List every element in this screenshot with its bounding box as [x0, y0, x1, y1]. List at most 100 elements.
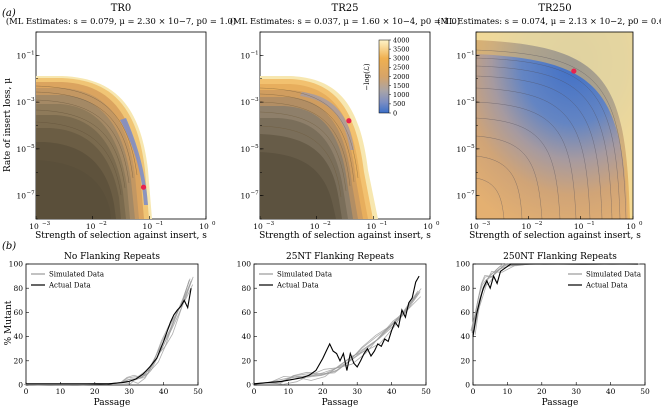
heatmap-ylabel: Rate of insert loss, μ: [3, 78, 13, 172]
y-tick-exponent: −5: [27, 144, 36, 150]
b2-title: 25NT Flanking Repeats: [286, 252, 394, 262]
x-tick-exponent: −1: [587, 221, 595, 227]
x-tick-exponent: −3: [42, 221, 51, 227]
x-tick-label: 20: [90, 387, 100, 396]
legend-label: Simulated Data: [586, 271, 641, 279]
y-tick-label: 100: [456, 260, 471, 269]
actual-line: [26, 288, 192, 385]
x-tick-label: 10: [469, 222, 479, 231]
y-tick-exponent: −1: [467, 50, 475, 56]
tr250-title: TR250: [538, 3, 571, 14]
legend-label: Actual Data: [48, 282, 91, 290]
legend-label: Simulated Data: [277, 271, 332, 279]
y-tick-label: 10: [456, 51, 466, 60]
x-tick-label: 0: [24, 387, 29, 396]
tr25-xlabel: Strength of selection against insert, s: [259, 231, 431, 241]
x-tick-exponent: −1: [379, 221, 387, 227]
y-tick-label: 0: [18, 381, 23, 390]
y-tick-label: 10: [240, 192, 250, 201]
y-tick-exponent: −3: [27, 97, 36, 103]
x-tick-label: 50: [421, 387, 431, 396]
tr25-subtitle: (ML Estimates: s = 0.037, μ = 1.60 × 10−…: [230, 16, 460, 26]
y-tick-exponent: −1: [251, 50, 259, 56]
y-tick-exponent: −5: [251, 144, 260, 150]
tr250-heatmap: [475, 31, 634, 220]
b-ylabel: % Mutant: [4, 300, 14, 345]
tr250-xlabel: Strength of selection against insert, s: [469, 231, 641, 241]
y-tick-label: 10: [16, 98, 26, 107]
colorbar-tick-label: 4000: [393, 36, 410, 44]
simulated-line: [252, 292, 418, 385]
colorbar-tick-label: 2500: [393, 64, 410, 72]
x-tick-label: 10: [143, 222, 153, 231]
x-tick-label: 50: [640, 387, 650, 396]
x-tick-label: 10: [199, 222, 209, 231]
x-tick-label: 10: [503, 387, 513, 396]
y-tick-label: 10: [240, 145, 250, 154]
y-tick-label: 40: [460, 332, 470, 341]
x-tick-exponent: 0: [212, 221, 216, 227]
x-tick-label: 10: [522, 222, 532, 231]
x-tick-label: 30: [571, 387, 581, 396]
x-tick-exponent: 0: [436, 221, 440, 227]
b1-title: No Flanking Repeats: [64, 252, 160, 262]
tr25-heatmap: −log(ℒ): [259, 31, 431, 220]
y-tick-label: 100: [9, 260, 24, 269]
y-tick-label: 60: [460, 308, 470, 317]
y-tick-exponent: −1: [27, 50, 35, 56]
y-tick-label: 10: [456, 145, 466, 154]
y-tick-label: 0: [465, 381, 470, 390]
legend-label: Actual Data: [585, 282, 628, 290]
panel-a-label: (a): [2, 8, 16, 19]
y-tick-label: 10: [240, 98, 250, 107]
colorbar-tick-label: 500: [393, 100, 405, 108]
actual-line: [472, 263, 639, 337]
x-tick-label: 0: [471, 387, 476, 396]
x-tick-label: 20: [537, 387, 547, 396]
y-tick-label: 10: [240, 51, 250, 60]
actual-line: [253, 275, 420, 385]
y-tick-label: 80: [241, 284, 251, 293]
y-tick-exponent: −3: [251, 97, 260, 103]
tr0-heatmap: [35, 31, 207, 220]
colorbar: [378, 39, 390, 114]
simulated-line: [27, 284, 194, 386]
simulated-line: [255, 296, 421, 385]
ml-estimate-point: [571, 68, 577, 74]
y-tick-exponent: −3: [467, 97, 476, 103]
y-tick-label: 10: [456, 192, 466, 201]
x-tick-label: 10: [86, 222, 96, 231]
x-tick-label: 10: [574, 222, 584, 231]
x-tick-exponent: 0: [639, 221, 643, 227]
x-tick-label: 10: [367, 222, 377, 231]
colorbar-tick-label: 1500: [393, 82, 410, 90]
x-tick-label: 10: [29, 222, 39, 231]
legend-label: Actual Data: [276, 282, 319, 290]
x-tick-label: 10: [56, 387, 66, 396]
x-tick-label: 10: [626, 222, 636, 231]
ml-estimate-point: [140, 184, 147, 190]
x-tick-label: 30: [352, 387, 362, 396]
x-tick-label: 10: [284, 387, 294, 396]
y-tick-label: 0: [246, 381, 251, 390]
y-tick-label: 60: [13, 308, 23, 317]
x-tick-label: 40: [606, 387, 616, 396]
tr25-title: TR25: [332, 3, 359, 14]
x-tick-label: 50: [193, 387, 203, 396]
x-tick-label: 40: [387, 387, 397, 396]
b1-xlabel: Passage: [94, 398, 131, 408]
y-tick-label: 80: [460, 284, 470, 293]
b3-xlabel: Passage: [542, 398, 579, 408]
y-tick-label: 20: [13, 356, 23, 365]
ml-points: [140, 68, 577, 190]
y-tick-label: 10: [456, 98, 466, 107]
y-tick-label: 40: [241, 332, 251, 341]
ml-estimate-point: [346, 118, 352, 124]
y-tick-label: 80: [13, 284, 23, 293]
y-tick-label: 40: [13, 332, 23, 341]
y-tick-exponent: −7: [27, 191, 36, 197]
x-tick-label: 30: [124, 387, 134, 396]
y-tick-label: 10: [16, 145, 26, 154]
